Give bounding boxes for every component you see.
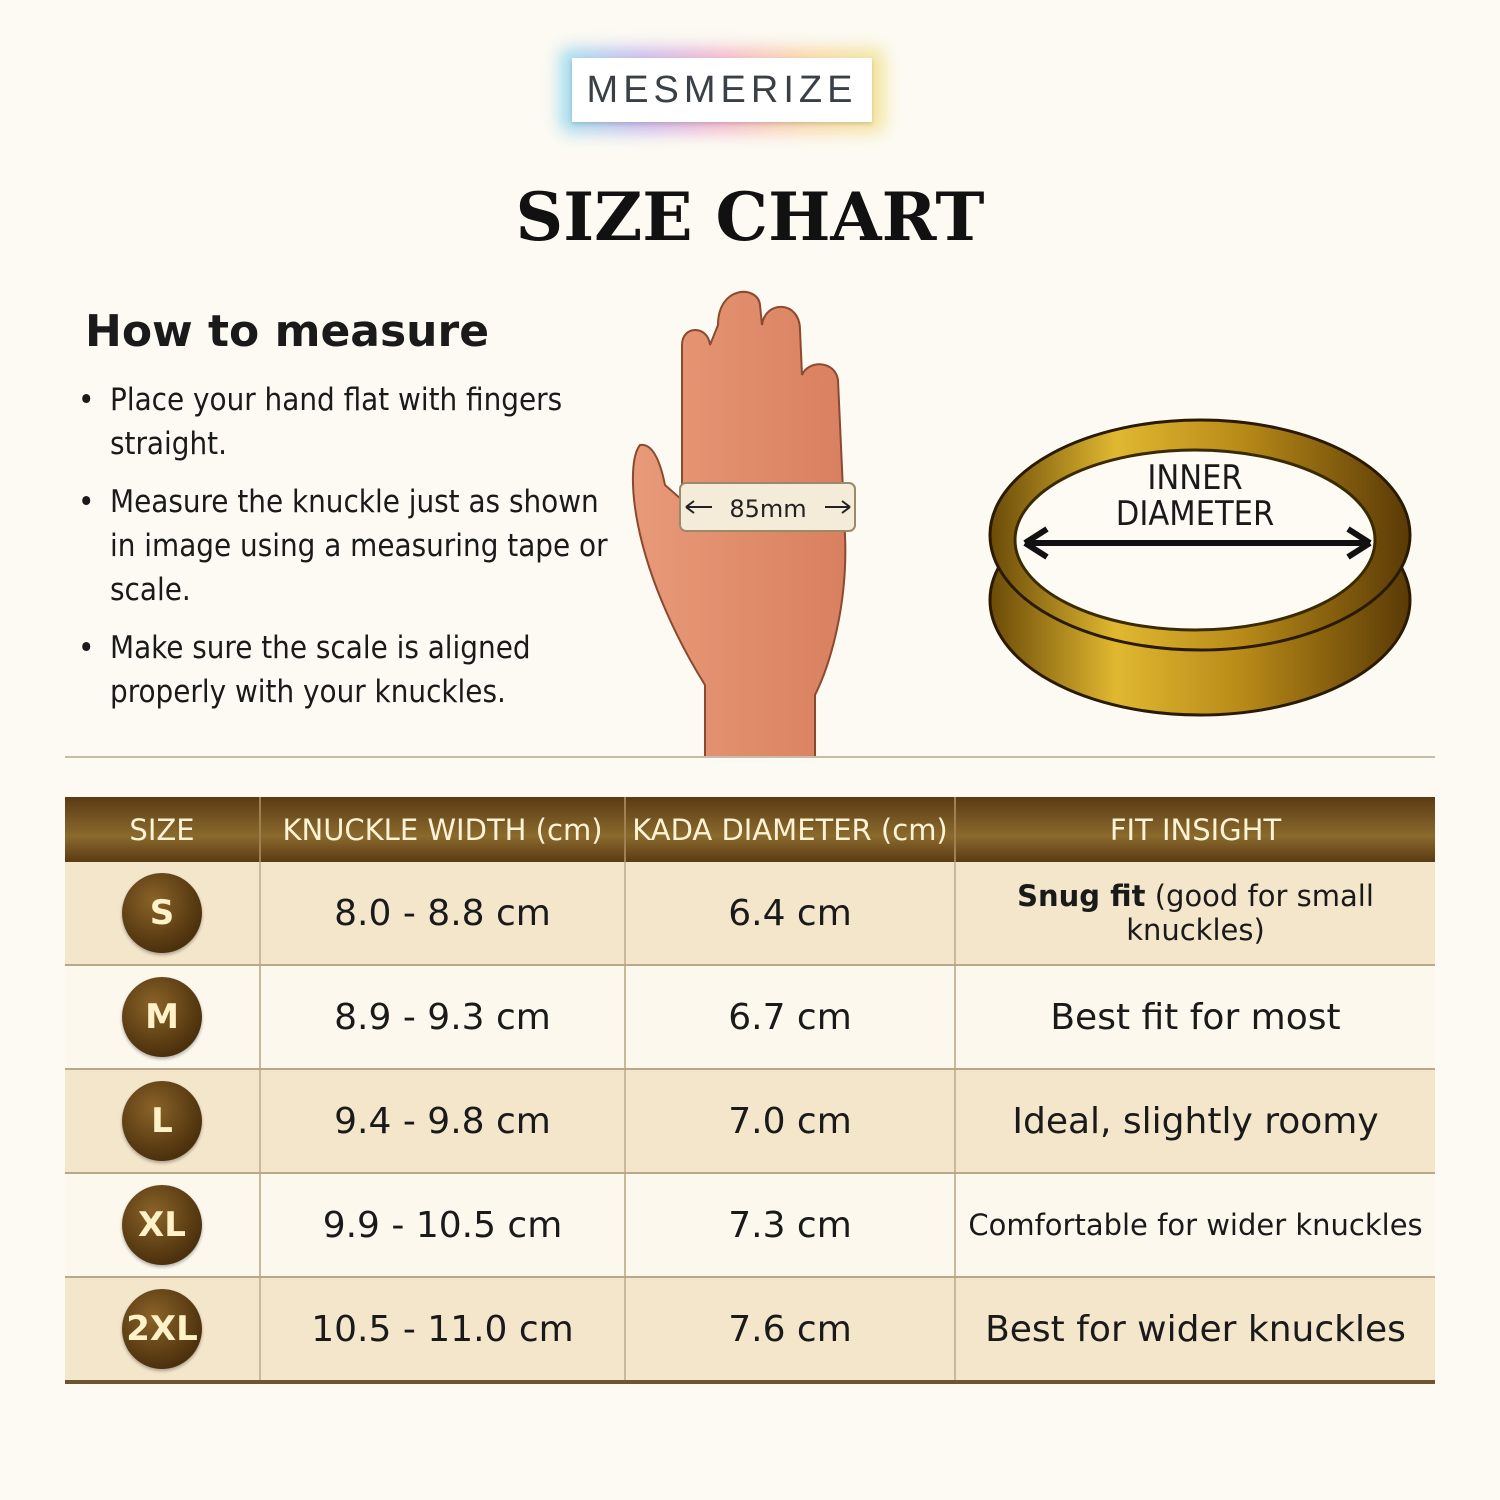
fit-insight-text: Best fit for most (1050, 996, 1341, 1038)
kada-ring-illustration: INNER DIAMETER (985, 415, 1415, 720)
measure-steps: Place your hand flat with fingers straig… (78, 378, 618, 728)
size-badge: 2XL (122, 1289, 202, 1369)
page-title: SIZE CHART (515, 178, 985, 256)
table-row: M 8.9 - 9.3 cm 6.7 cm Best fit for most (65, 965, 1435, 1070)
table-row: S 8.0 - 8.8 cm 6.4 cm Snug fit (good for sm… (65, 862, 1435, 966)
header-fit-insight: FIT INSIGHT (955, 797, 1435, 862)
knuckle-width-cell: 9.4 - 9.8 cm (260, 1069, 626, 1174)
header-knuckle-width: KNUCKLE WIDTH (cm) (260, 797, 626, 862)
knuckle-width-cell: 9.9 - 10.5 cm (260, 1173, 626, 1278)
size-cell: L (65, 1069, 261, 1174)
measure-step: Place your hand flat with fingers straig… (78, 378, 618, 466)
header-kada-diameter: KADA DIAMETER (cm) (625, 797, 956, 862)
knuckle-width-cell: 10.5 - 11.0 cm (260, 1277, 626, 1384)
kada-diameter-cell: 6.4 cm (625, 862, 956, 966)
fit-insight-text: (good for small knuckles) (1126, 879, 1374, 947)
table-header-row: SIZE KNUCKLE WIDTH (cm) KADA DIAMETER (c… (65, 797, 1435, 862)
size-badge: XL (122, 1185, 202, 1265)
kada-diameter-cell: 6.7 cm (625, 965, 956, 1070)
brand-logo: MESMERIZE (572, 58, 872, 122)
size-badge: M (122, 977, 202, 1057)
fit-insight-cell: Best fit for most (955, 965, 1435, 1070)
fit-insight-cell: Ideal, slightly roomy (955, 1069, 1435, 1174)
fit-insight-cell: Comfortable for wider knuckles (955, 1173, 1435, 1278)
section-divider (65, 756, 1435, 758)
size-badge: L (122, 1081, 202, 1161)
size-cell: M (65, 965, 261, 1070)
kada-diameter-cell: 7.6 cm (625, 1277, 956, 1384)
fit-insight-text: Comfortable for wider knuckles (968, 1208, 1423, 1242)
fit-insight-text: Ideal, slightly roomy (1012, 1100, 1379, 1142)
size-cell: 2XL (65, 1277, 261, 1384)
hand-with-tape-icon: 85mm (631, 291, 856, 757)
table-row: 2XL 10.5 - 11.0 cm 7.6 cm Best for wider kn… (65, 1277, 1435, 1384)
size-cell: XL (65, 1173, 261, 1278)
header-size: SIZE (65, 797, 261, 862)
size-cell: S (65, 862, 261, 966)
fit-insight-cell: Best for wider knuckles (955, 1277, 1435, 1384)
size-chart-table: SIZE KNUCKLE WIDTH (cm) KADA DIAMETER (c… (65, 797, 1435, 1384)
measure-step: Make sure the scale is aligned properly … (78, 626, 618, 714)
fit-insight-bold: Snug fit (1017, 879, 1146, 913)
knuckle-width-cell: 8.0 - 8.8 cm (260, 862, 626, 966)
gold-kada-ring-icon (988, 418, 1412, 717)
table-row: L 9.4 - 9.8 cm 7.0 cm Ideal, slightly roomy (65, 1069, 1435, 1174)
inner-diameter-label: INNER DIAMETER (1115, 458, 1275, 534)
fit-insight-cell: Snug fit (good for small knuckles) (955, 862, 1435, 966)
tape-measurement-label: 85mm (729, 495, 806, 523)
size-badge: S (122, 873, 202, 953)
table-row: XL 9.9 - 10.5 cm 7.3 cm Comfortable for wid… (65, 1173, 1435, 1278)
how-to-measure-heading: How to measure (85, 306, 490, 357)
kada-diameter-cell: 7.3 cm (625, 1173, 956, 1278)
knuckle-width-cell: 8.9 - 9.3 cm (260, 965, 626, 1070)
measure-step: Measure the knuckle just as shown in ima… (78, 480, 618, 612)
kada-diameter-cell: 7.0 cm (625, 1069, 956, 1174)
fit-insight-text: Best for wider knuckles (985, 1308, 1406, 1350)
